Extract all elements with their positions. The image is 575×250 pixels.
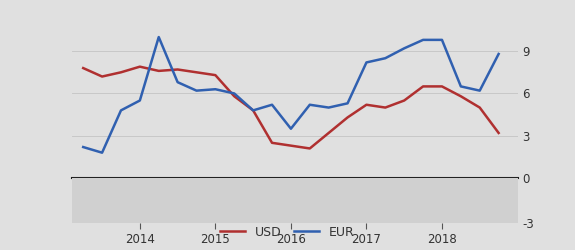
USD — [363, 103, 370, 106]
EUR — [344, 102, 351, 105]
EUR — [99, 151, 106, 154]
USD — [344, 116, 351, 119]
EUR — [80, 146, 87, 148]
USD — [420, 85, 427, 88]
USD — [476, 106, 483, 109]
EUR — [420, 38, 427, 41]
EUR — [401, 47, 408, 50]
EUR — [193, 89, 200, 92]
Line: USD: USD — [83, 67, 499, 148]
Line: EUR: EUR — [83, 37, 499, 153]
USD — [269, 141, 275, 144]
EUR — [382, 57, 389, 60]
USD — [250, 109, 256, 112]
USD — [212, 74, 219, 77]
USD — [495, 132, 502, 134]
USD — [193, 71, 200, 74]
USD — [288, 144, 294, 147]
EUR — [306, 103, 313, 106]
USD — [231, 95, 237, 98]
Legend: USD, EUR: USD, EUR — [215, 221, 360, 244]
EUR — [495, 52, 502, 56]
USD — [457, 95, 464, 98]
EUR — [231, 92, 237, 95]
EUR — [439, 38, 446, 41]
EUR — [325, 106, 332, 109]
EUR — [457, 85, 464, 88]
EUR — [174, 81, 181, 84]
EUR — [117, 109, 124, 112]
USD — [401, 99, 408, 102]
USD — [99, 75, 106, 78]
EUR — [288, 127, 294, 130]
USD — [439, 85, 446, 88]
EUR — [155, 36, 162, 38]
EUR — [476, 89, 483, 92]
USD — [174, 68, 181, 71]
EUR — [136, 99, 143, 102]
EUR — [363, 61, 370, 64]
USD — [325, 132, 332, 134]
USD — [382, 106, 389, 109]
USD — [80, 66, 87, 70]
EUR — [269, 103, 275, 106]
USD — [306, 147, 313, 150]
USD — [155, 70, 162, 72]
EUR — [212, 88, 219, 91]
EUR — [250, 109, 256, 112]
USD — [136, 65, 143, 68]
USD — [117, 71, 124, 74]
